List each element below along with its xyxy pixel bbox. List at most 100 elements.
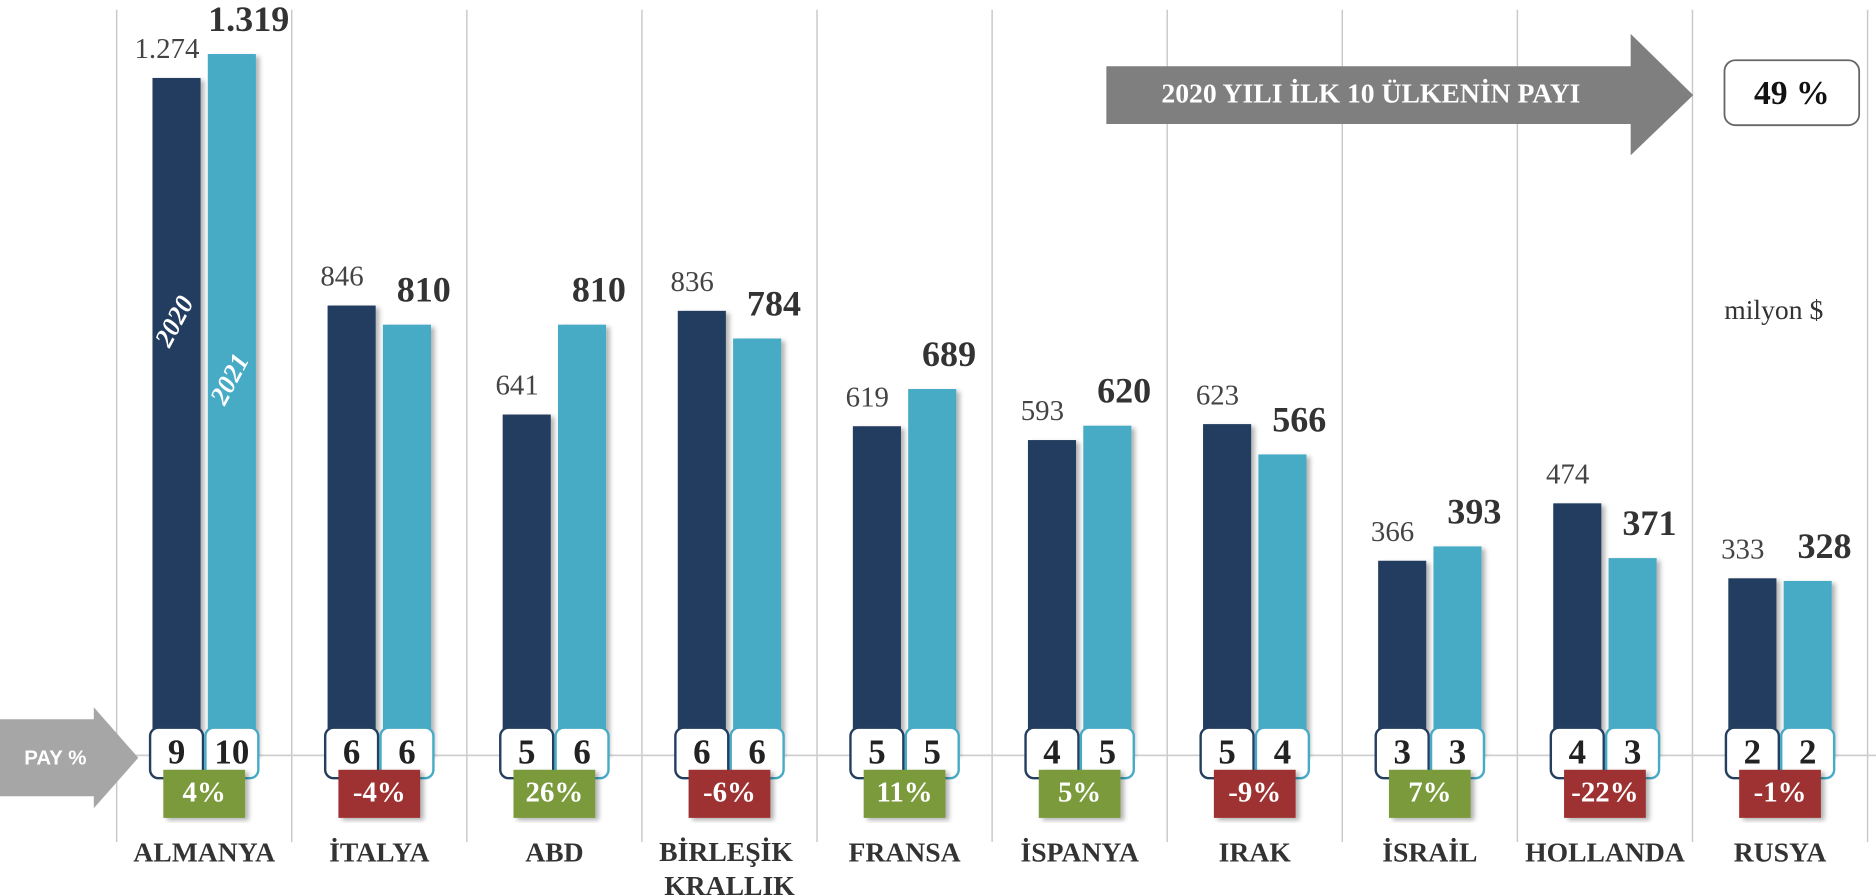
- change-box: [1564, 769, 1646, 818]
- change-box: [1388, 769, 1471, 818]
- change-label: -6%: [703, 777, 756, 809]
- bar: [327, 305, 376, 756]
- bar: [1378, 560, 1427, 756]
- value-label: 393: [1447, 491, 1501, 531]
- change-box: [338, 769, 421, 818]
- bar: [1027, 440, 1077, 756]
- bar: [1608, 558, 1657, 756]
- annotation-arrow: [1106, 33, 1694, 156]
- change-label: 7%: [1408, 777, 1451, 809]
- change-label: 5%: [1058, 777, 1101, 809]
- share-label: 5: [1218, 732, 1235, 771]
- change-label: 4%: [183, 777, 226, 809]
- share-label: 2: [1744, 732, 1761, 771]
- share-label: 5: [868, 732, 885, 771]
- category-label: ALMANYA: [133, 837, 275, 868]
- value-label: 620: [1097, 371, 1151, 411]
- share-label: 5: [924, 732, 941, 771]
- bar: [152, 77, 201, 756]
- change-box: [863, 769, 946, 818]
- category-label: IRAK: [1219, 837, 1292, 868]
- value-label: 846: [320, 261, 363, 293]
- share-label: 10: [214, 732, 249, 771]
- bar: [1728, 578, 1777, 756]
- share-label: 3: [1624, 732, 1641, 771]
- change-label: -22%: [1571, 777, 1638, 809]
- bar: [733, 338, 782, 756]
- bar: [1258, 454, 1307, 756]
- pay-arrow: [0, 707, 139, 809]
- change-box: [163, 769, 246, 818]
- category-line: KRALLIK: [664, 870, 795, 895]
- share-label: 5: [518, 732, 535, 771]
- share-label: 4: [1043, 732, 1060, 771]
- value-label: 810: [397, 270, 451, 310]
- change-label: -4%: [353, 777, 406, 809]
- value-label: 328: [1797, 526, 1851, 566]
- bar: [207, 54, 256, 756]
- bar: [557, 324, 607, 756]
- change-box: [688, 769, 771, 818]
- bar: [1553, 503, 1602, 756]
- category-label: İSRAİL: [1382, 837, 1477, 868]
- value-label: 371: [1622, 503, 1676, 543]
- share-label: 5: [1099, 732, 1116, 771]
- share-label: 6: [573, 732, 590, 771]
- share-total: 49 %: [1754, 75, 1830, 112]
- value-label: 623: [1196, 379, 1239, 411]
- bar: [1083, 425, 1132, 756]
- change-label: -9%: [1228, 777, 1281, 809]
- value-label: 1.319: [208, 0, 289, 39]
- bar: [1783, 580, 1832, 756]
- value-label: 641: [495, 370, 538, 402]
- change-box: [1038, 769, 1121, 818]
- value-label: 1.274: [134, 33, 199, 65]
- bar: [1433, 546, 1482, 756]
- bar: [908, 389, 957, 756]
- bar: [677, 310, 726, 756]
- value-label: 619: [846, 381, 889, 413]
- share-total-box: [1723, 59, 1861, 127]
- share-label: 2: [1799, 732, 1816, 771]
- share-label: 4: [1569, 732, 1586, 771]
- pay-label: PAY %: [24, 746, 86, 769]
- change-label: 11%: [876, 777, 932, 809]
- share-label: 6: [748, 732, 765, 771]
- value-label: 689: [922, 334, 976, 374]
- value-label: 810: [572, 270, 626, 310]
- share-label: 3: [1393, 732, 1410, 771]
- value-label: 333: [1721, 533, 1764, 565]
- category-line: BİRLEŞİK: [659, 837, 800, 868]
- bar: [852, 426, 901, 756]
- category-label: ABD: [525, 837, 583, 868]
- share-label: 6: [343, 732, 360, 771]
- value-label: 366: [1371, 516, 1414, 548]
- category-label: FRANSA: [849, 837, 961, 868]
- value-label: 836: [671, 266, 714, 298]
- share-label: 6: [398, 732, 415, 771]
- bar: [382, 324, 431, 756]
- change-box: [1739, 769, 1821, 818]
- change-label: 26%: [526, 777, 584, 809]
- category-label: BİRLEŞİK KRALLIK: [659, 837, 800, 895]
- unit-label: milyon $: [1724, 294, 1823, 325]
- value-label: 566: [1272, 399, 1326, 439]
- change-box: [513, 769, 596, 818]
- value-label: 474: [1546, 458, 1589, 490]
- value-label: 593: [1021, 395, 1064, 427]
- category-label: HOLLANDA: [1525, 837, 1685, 868]
- category-label: İTALYA: [329, 837, 429, 868]
- bar: [502, 414, 551, 756]
- bar: [1203, 424, 1252, 756]
- share-label: 3: [1449, 732, 1466, 771]
- category-label: İSPANYA: [1021, 837, 1139, 868]
- share-label: 6: [693, 732, 710, 771]
- share-label: 9: [168, 732, 185, 771]
- share-label: 4: [1274, 732, 1291, 771]
- value-label: 784: [747, 284, 801, 324]
- change-box: [1213, 769, 1296, 818]
- change-label: -1%: [1754, 777, 1807, 809]
- category-label: RUSYA: [1734, 837, 1827, 868]
